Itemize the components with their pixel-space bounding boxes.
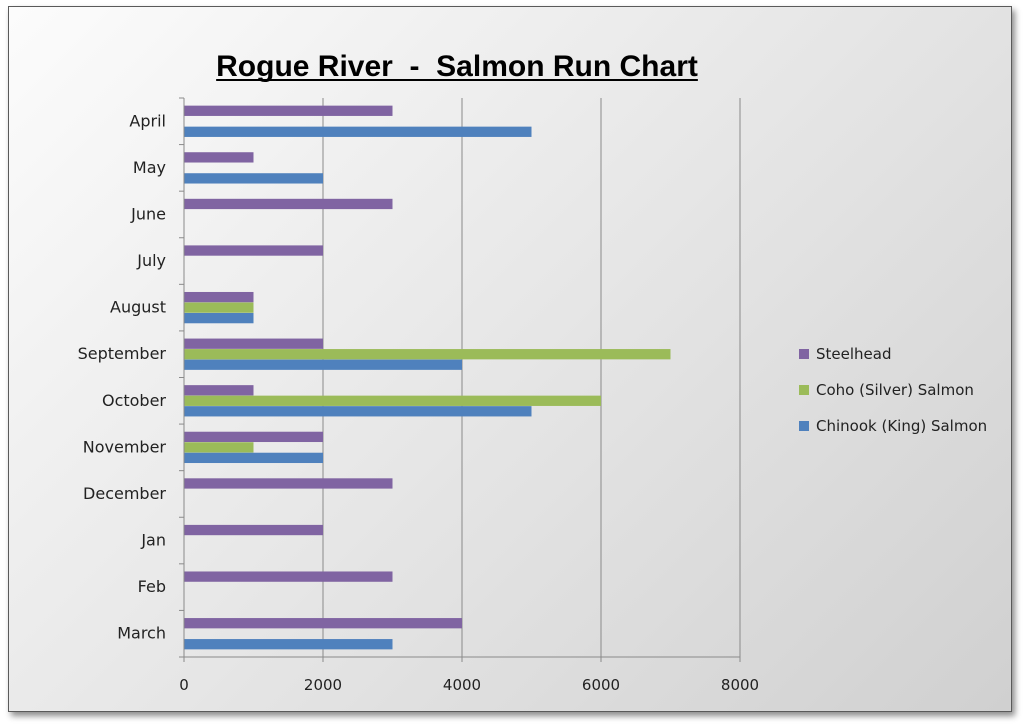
category-label: August [110, 298, 166, 317]
bar-steelhead-jan [184, 524, 323, 536]
bar-chinook-king-salmon-march [184, 639, 393, 650]
category-label: October [102, 391, 166, 410]
bar-steelhead-october [184, 385, 254, 396]
category-label: Jan [140, 531, 166, 550]
x-tick-label: 4000 [443, 676, 481, 694]
legend-label: Chinook (King) Salmon [816, 417, 987, 435]
bar-coho-silver-salmon-october [184, 395, 601, 406]
category-label: December [83, 484, 166, 503]
x-tick-label: 2000 [304, 676, 342, 694]
bar-chinook-king-salmon-may [184, 173, 323, 184]
bar-steelhead-november [184, 431, 323, 443]
bar-chinook-king-salmon-september [184, 359, 462, 370]
bar-chinook-king-salmon-august [184, 312, 254, 324]
bar-steelhead-march [184, 618, 462, 629]
bars [184, 105, 671, 650]
bar-chinook-king-salmon-october [184, 406, 532, 417]
legend-label: Steelhead [816, 345, 891, 363]
legend-swatch [799, 421, 809, 431]
legend-swatch [799, 385, 809, 395]
category-label: May [133, 158, 166, 177]
bar-steelhead-august [184, 291, 254, 303]
category-label: March [117, 624, 166, 643]
category-label: July [136, 251, 166, 270]
legend-swatch [799, 349, 809, 359]
category-label: June [130, 204, 166, 223]
bar-coho-silver-salmon-september [184, 349, 671, 360]
bar-coho-silver-salmon-november [184, 442, 254, 453]
chart-title: Rogue River - Salmon Run Chart [216, 50, 698, 83]
bar-coho-silver-salmon-august [184, 302, 254, 313]
category-label: Feb [138, 577, 166, 596]
labels: 0 2000 4000 6000 8000 April May June July August S… [78, 111, 760, 694]
bar-chinook-king-salmon-november [184, 452, 323, 464]
category-label: September [78, 344, 167, 363]
bar-chinook-king-salmon-april [184, 126, 532, 137]
legend-label: Coho (Silver) Salmon [816, 381, 974, 399]
category-label: November [83, 437, 167, 456]
x-tick-label: 0 [179, 676, 189, 694]
legend: Steelhead Coho (Silver) Salmon Chinook (Ki… [799, 345, 987, 435]
bar-steelhead-december [184, 478, 393, 489]
gridlines [322, 98, 741, 657]
bar-steelhead-april [184, 105, 393, 116]
x-tick-label: 8000 [721, 676, 759, 694]
bar-steelhead-september [184, 338, 323, 349]
bar-steelhead-july [184, 245, 323, 256]
x-tick-label: 6000 [582, 676, 620, 694]
axes [179, 97, 741, 662]
bar-steelhead-feb [184, 571, 393, 582]
bar-steelhead-june [184, 198, 393, 210]
bar-steelhead-may [184, 152, 254, 163]
category-label: April [129, 111, 166, 130]
